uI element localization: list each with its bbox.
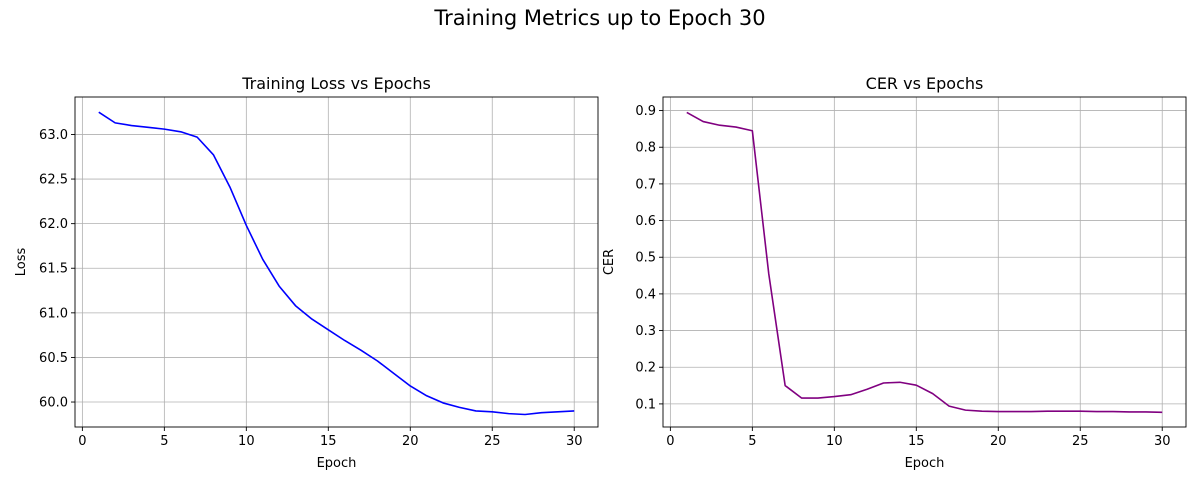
y-tick-label: 0.7: [635, 177, 656, 192]
figure-title: Training Metrics up to Epoch 30: [434, 6, 766, 30]
x-tick-label: 30: [1154, 434, 1171, 449]
x-tick-label: 25: [484, 434, 501, 449]
y-tick-label: 62.0: [39, 217, 68, 232]
y-tick-label: 60.5: [39, 351, 68, 366]
y-tick-label: 0.5: [635, 251, 656, 266]
x-tick-label: 15: [320, 434, 337, 449]
plot-frame: [74, 96, 599, 428]
chart-1: 0 5 10 15 20 25 30 60.0 60.5 61.0 61.5 62.0 62.5 63.0…: [14, 74, 599, 471]
plot-frame: [662, 96, 1187, 428]
x-axis-label: Epoch: [317, 456, 357, 471]
y-tick-label: 0.6: [635, 214, 656, 229]
chart-2: 0 5 10 15 20 25 30 0.1 0.2 0.3 0.4 0.5 0.6 0.7 0.8 0.9 C…: [602, 74, 1187, 471]
series-line: [686, 111, 1163, 414]
x-tick-label: 5: [160, 434, 168, 449]
x-tick-label: 0: [78, 434, 86, 449]
x-tick-label: 10: [238, 434, 255, 449]
y-tick-label: 0.3: [635, 324, 656, 339]
y-tick-label: 0.4: [635, 287, 656, 302]
y-axis-label: Loss: [14, 248, 29, 277]
chart-title: Training Loss vs Epochs: [241, 74, 431, 93]
series-line: [98, 111, 575, 416]
y-tick-label: 0.2: [635, 361, 656, 376]
y-tick-label: 0.9: [635, 104, 656, 119]
y-tick-label: 61.0: [39, 306, 68, 321]
y-tick-label: 0.8: [635, 141, 656, 156]
y-tick-label: 60.0: [39, 396, 68, 411]
y-axis-label: CER: [602, 249, 617, 275]
y-tick-label: 0.1: [635, 397, 656, 412]
x-tick-label: 15: [908, 434, 925, 449]
x-tick-label: 30: [566, 434, 583, 449]
x-axis-label: Epoch: [905, 456, 945, 471]
x-tick-label: 25: [1072, 434, 1089, 449]
y-tick-label: 63.0: [39, 128, 68, 143]
chart-title: CER vs Epochs: [866, 74, 984, 93]
x-tick-label: 20: [990, 434, 1007, 449]
x-tick-label: 5: [748, 434, 756, 449]
x-tick-label: 0: [666, 434, 674, 449]
x-tick-label: 20: [402, 434, 419, 449]
y-tick-label: 62.5: [39, 173, 68, 188]
y-tick-label: 61.5: [39, 262, 68, 277]
x-tick-label: 10: [826, 434, 843, 449]
